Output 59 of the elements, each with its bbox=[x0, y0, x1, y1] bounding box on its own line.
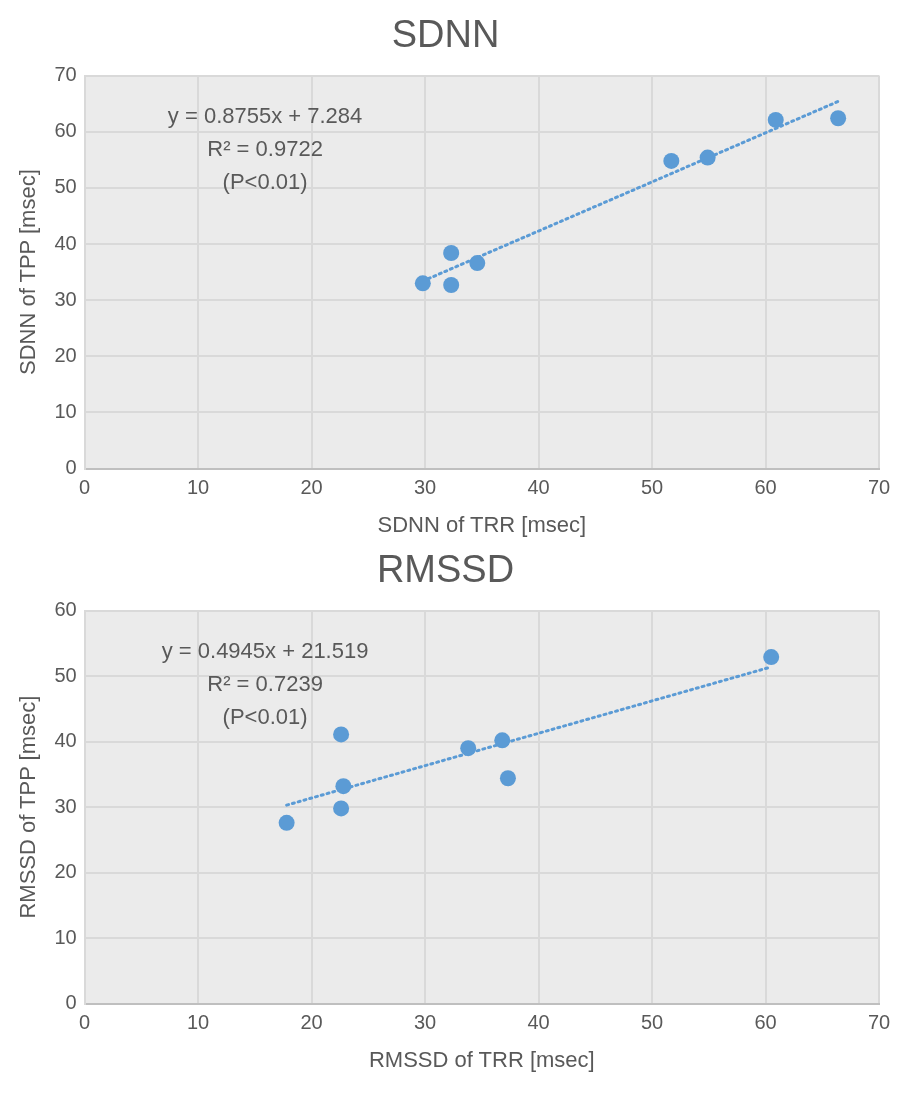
x-tick-label: 60 bbox=[754, 1011, 777, 1034]
annotation: (P<0.01) bbox=[222, 703, 308, 729]
y-tick-label: 30 bbox=[54, 287, 77, 310]
y-tick-label: 70 bbox=[54, 63, 77, 86]
annotation: R² = 0.9722 bbox=[207, 135, 323, 161]
annotation: R² = 0.7239 bbox=[207, 670, 323, 696]
chart-title: SDNN bbox=[391, 13, 500, 56]
point bbox=[469, 255, 486, 272]
x-tick-label: 70 bbox=[867, 1011, 891, 1034]
x-axis-title: SDNN of TRR [msec] bbox=[377, 511, 587, 537]
point bbox=[443, 277, 460, 294]
x-tick-label: 40 bbox=[527, 1011, 550, 1034]
point bbox=[460, 740, 477, 757]
point bbox=[333, 800, 350, 817]
point bbox=[830, 110, 847, 127]
y-tick-label: 20 bbox=[54, 343, 77, 366]
point bbox=[663, 152, 680, 169]
annotation: y = 0.4945x + 21.519 bbox=[161, 637, 369, 663]
x-tick-label: 10 bbox=[187, 476, 210, 499]
x-axis-title: RMSSD of TRR [msec] bbox=[368, 1046, 595, 1072]
x-tick-label: 0 bbox=[79, 476, 91, 499]
point bbox=[443, 245, 460, 262]
point bbox=[278, 814, 295, 831]
point bbox=[335, 778, 352, 795]
x-tick-label: 30 bbox=[413, 476, 437, 499]
x-tick-label: 0 bbox=[79, 1011, 91, 1034]
y-tick-label: 30 bbox=[54, 794, 77, 817]
y-axis-title: SDNN of TPP [msec] bbox=[15, 169, 41, 376]
y-tick-label: 0 bbox=[65, 456, 77, 479]
x-tick-label: 10 bbox=[187, 1011, 210, 1034]
x-tick-label: 70 bbox=[867, 476, 891, 499]
y-tick-label: 50 bbox=[54, 175, 77, 198]
y-tick-label: 60 bbox=[54, 598, 77, 621]
y-tick-label: 60 bbox=[54, 119, 77, 142]
y-tick-label: 10 bbox=[54, 925, 77, 948]
point bbox=[499, 770, 516, 787]
y-tick-label: 20 bbox=[54, 860, 77, 883]
point bbox=[333, 726, 350, 743]
y-tick-label: 40 bbox=[54, 231, 77, 254]
point bbox=[767, 111, 784, 128]
point bbox=[699, 149, 716, 166]
x-tick-label: 50 bbox=[640, 476, 664, 499]
annotation: y = 0.8755x + 7.284 bbox=[167, 102, 363, 128]
y-tick-label: 10 bbox=[54, 399, 77, 422]
y-axis-title: RMSSD of TPP [msec] bbox=[15, 695, 41, 919]
y-tick-label: 50 bbox=[54, 663, 77, 686]
x-tick-label: 30 bbox=[413, 1011, 437, 1034]
y-tick-label: 0 bbox=[65, 991, 77, 1014]
x-tick-label: 20 bbox=[300, 1011, 323, 1034]
point bbox=[414, 275, 431, 292]
x-tick-label: 20 bbox=[300, 476, 323, 499]
x-tick-label: 50 bbox=[640, 1011, 664, 1034]
x-tick-label: 60 bbox=[754, 476, 777, 499]
y-tick-label: 40 bbox=[54, 729, 77, 752]
chart-title: RMSSD bbox=[376, 548, 515, 591]
point bbox=[763, 649, 780, 666]
x-tick-label: 40 bbox=[527, 476, 550, 499]
annotation: (P<0.01) bbox=[222, 168, 308, 194]
point bbox=[494, 732, 511, 749]
